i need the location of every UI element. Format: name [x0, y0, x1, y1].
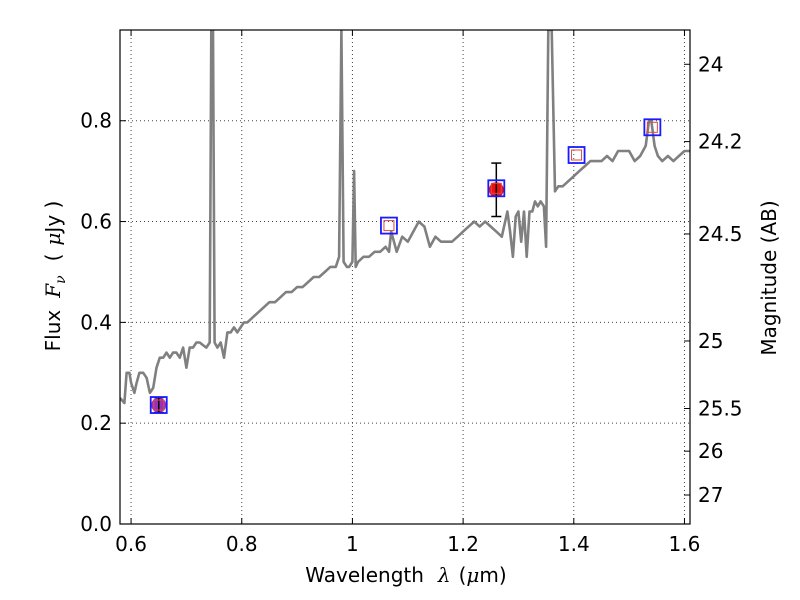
model-flux-square: [487, 179, 506, 198]
x-tick-label: 1.4: [558, 532, 590, 556]
y2-tick-label: 25: [698, 329, 723, 353]
model-flux-inner: [490, 182, 502, 194]
y-tick-label: 0.0: [80, 512, 112, 536]
model-flux-square: [643, 118, 662, 137]
x-tick-label: 1.6: [669, 532, 701, 556]
model-flux-inner: [571, 149, 583, 161]
y-tick-label: 0.8: [80, 109, 112, 133]
plot-border: [119, 29, 691, 525]
model-flux-square: [380, 216, 398, 235]
photometry-layer: [149, 118, 662, 414]
x-axis-title: Wavelength λ (μm): [305, 563, 506, 587]
x-tick-label: 0.6: [115, 532, 147, 556]
spectrum-line: [120, 30, 690, 405]
x-tick-label: 0.8: [226, 532, 258, 556]
y2-tick-label: 24: [698, 52, 723, 76]
spectrum-layer: [120, 30, 690, 405]
plot-frame: [119, 29, 691, 525]
y2-axis-title: Magnitude (AB): [757, 200, 781, 355]
y2-tick-label: 24.5: [698, 222, 743, 246]
x-tick-label: 1.2: [447, 532, 479, 556]
y2-tick-label: 25.5: [698, 397, 743, 421]
tick-labels: 0.6 0.8 1 1.2 1.4 1.6 0.0 0.2 0.4 0.6 0.8 24 24.2 24.…: [80, 52, 742, 556]
y-tick-label: 0.2: [80, 411, 112, 435]
model-flux-square: [567, 146, 586, 164]
x-tick-label: 1: [346, 532, 359, 556]
y-axis-title: FluxFν(μJy ): [41, 201, 69, 352]
y2-tick-label: 26: [698, 439, 723, 463]
model-flux-square: [149, 396, 168, 414]
tick-marks: [120, 30, 690, 525]
y-tick-label: 0.6: [80, 210, 112, 234]
model-flux-inner: [646, 121, 658, 133]
y2-tick-label: 27: [698, 483, 723, 507]
y-tick-label: 0.4: [80, 310, 112, 334]
y2-tick-label: 24.2: [698, 130, 743, 154]
model-flux-inner: [153, 399, 165, 411]
grid-lines: [120, 30, 690, 525]
model-flux-inner: [383, 220, 395, 232]
